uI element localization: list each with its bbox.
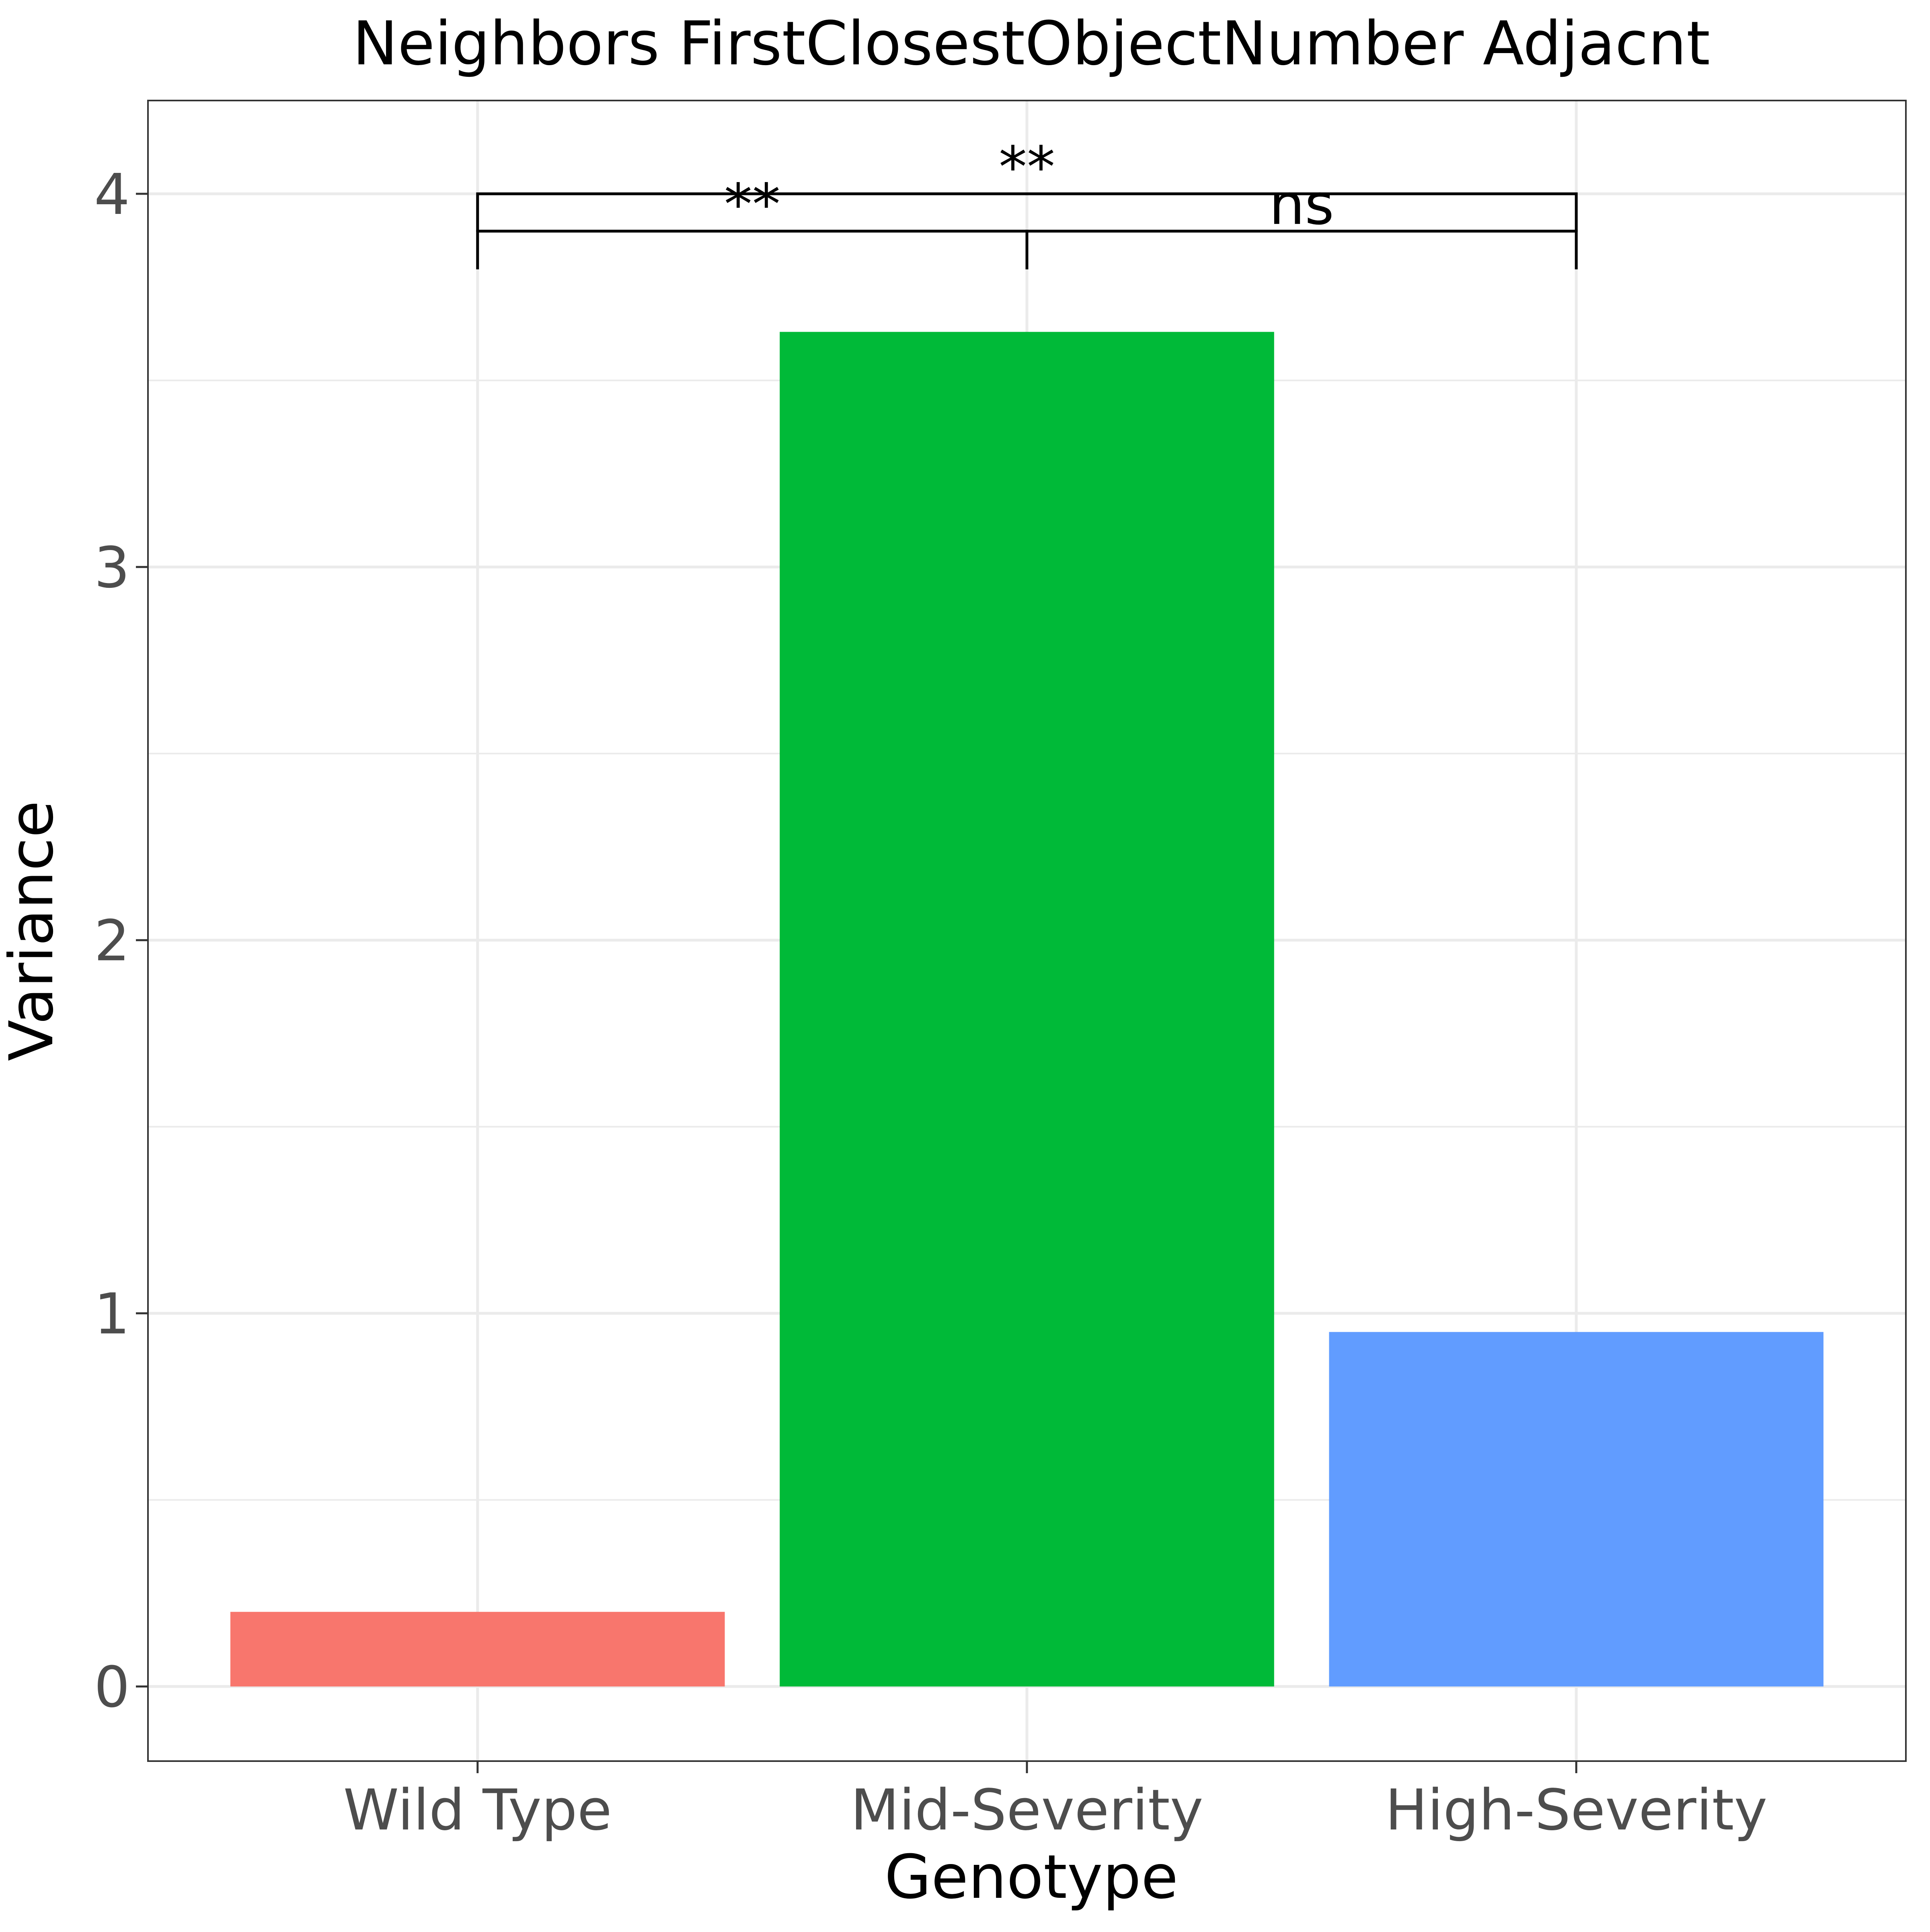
significance-label: ** — [999, 135, 1055, 200]
x-axis-title: Genotype — [885, 1842, 1178, 1912]
bar-mid-severity — [780, 332, 1274, 1687]
y-tick-label: 3 — [94, 535, 130, 601]
y-tick-label: 0 — [94, 1655, 130, 1720]
x-tick-label: Wild Type — [343, 1778, 612, 1843]
significance-label: ns — [1269, 172, 1334, 238]
significance-bracket — [1025, 230, 1578, 269]
significance-brackets: ** ns ** — [476, 135, 1578, 269]
bar-high-severity — [1329, 1332, 1824, 1687]
bar-wild-type — [230, 1612, 725, 1687]
chart-title: Neighbors FirstClosestObjectNumber Adjac… — [353, 9, 1710, 79]
y-axis-ticks: 0 1 2 3 4 — [94, 162, 148, 1720]
significance-bracket — [476, 192, 1578, 232]
y-tick-label: 2 — [94, 908, 130, 974]
x-tick-label: Mid-Severity — [850, 1778, 1203, 1843]
y-tick-label: 1 — [94, 1281, 130, 1347]
x-tick-label: High-Severity — [1385, 1778, 1767, 1843]
y-tick-label: 4 — [94, 162, 130, 228]
significance-label: ** — [724, 172, 780, 238]
y-axis-title: Variance — [0, 801, 67, 1061]
bars — [230, 332, 1824, 1687]
x-axis-ticks: Wild Type Mid-Severity High-Severity — [343, 1761, 1767, 1843]
